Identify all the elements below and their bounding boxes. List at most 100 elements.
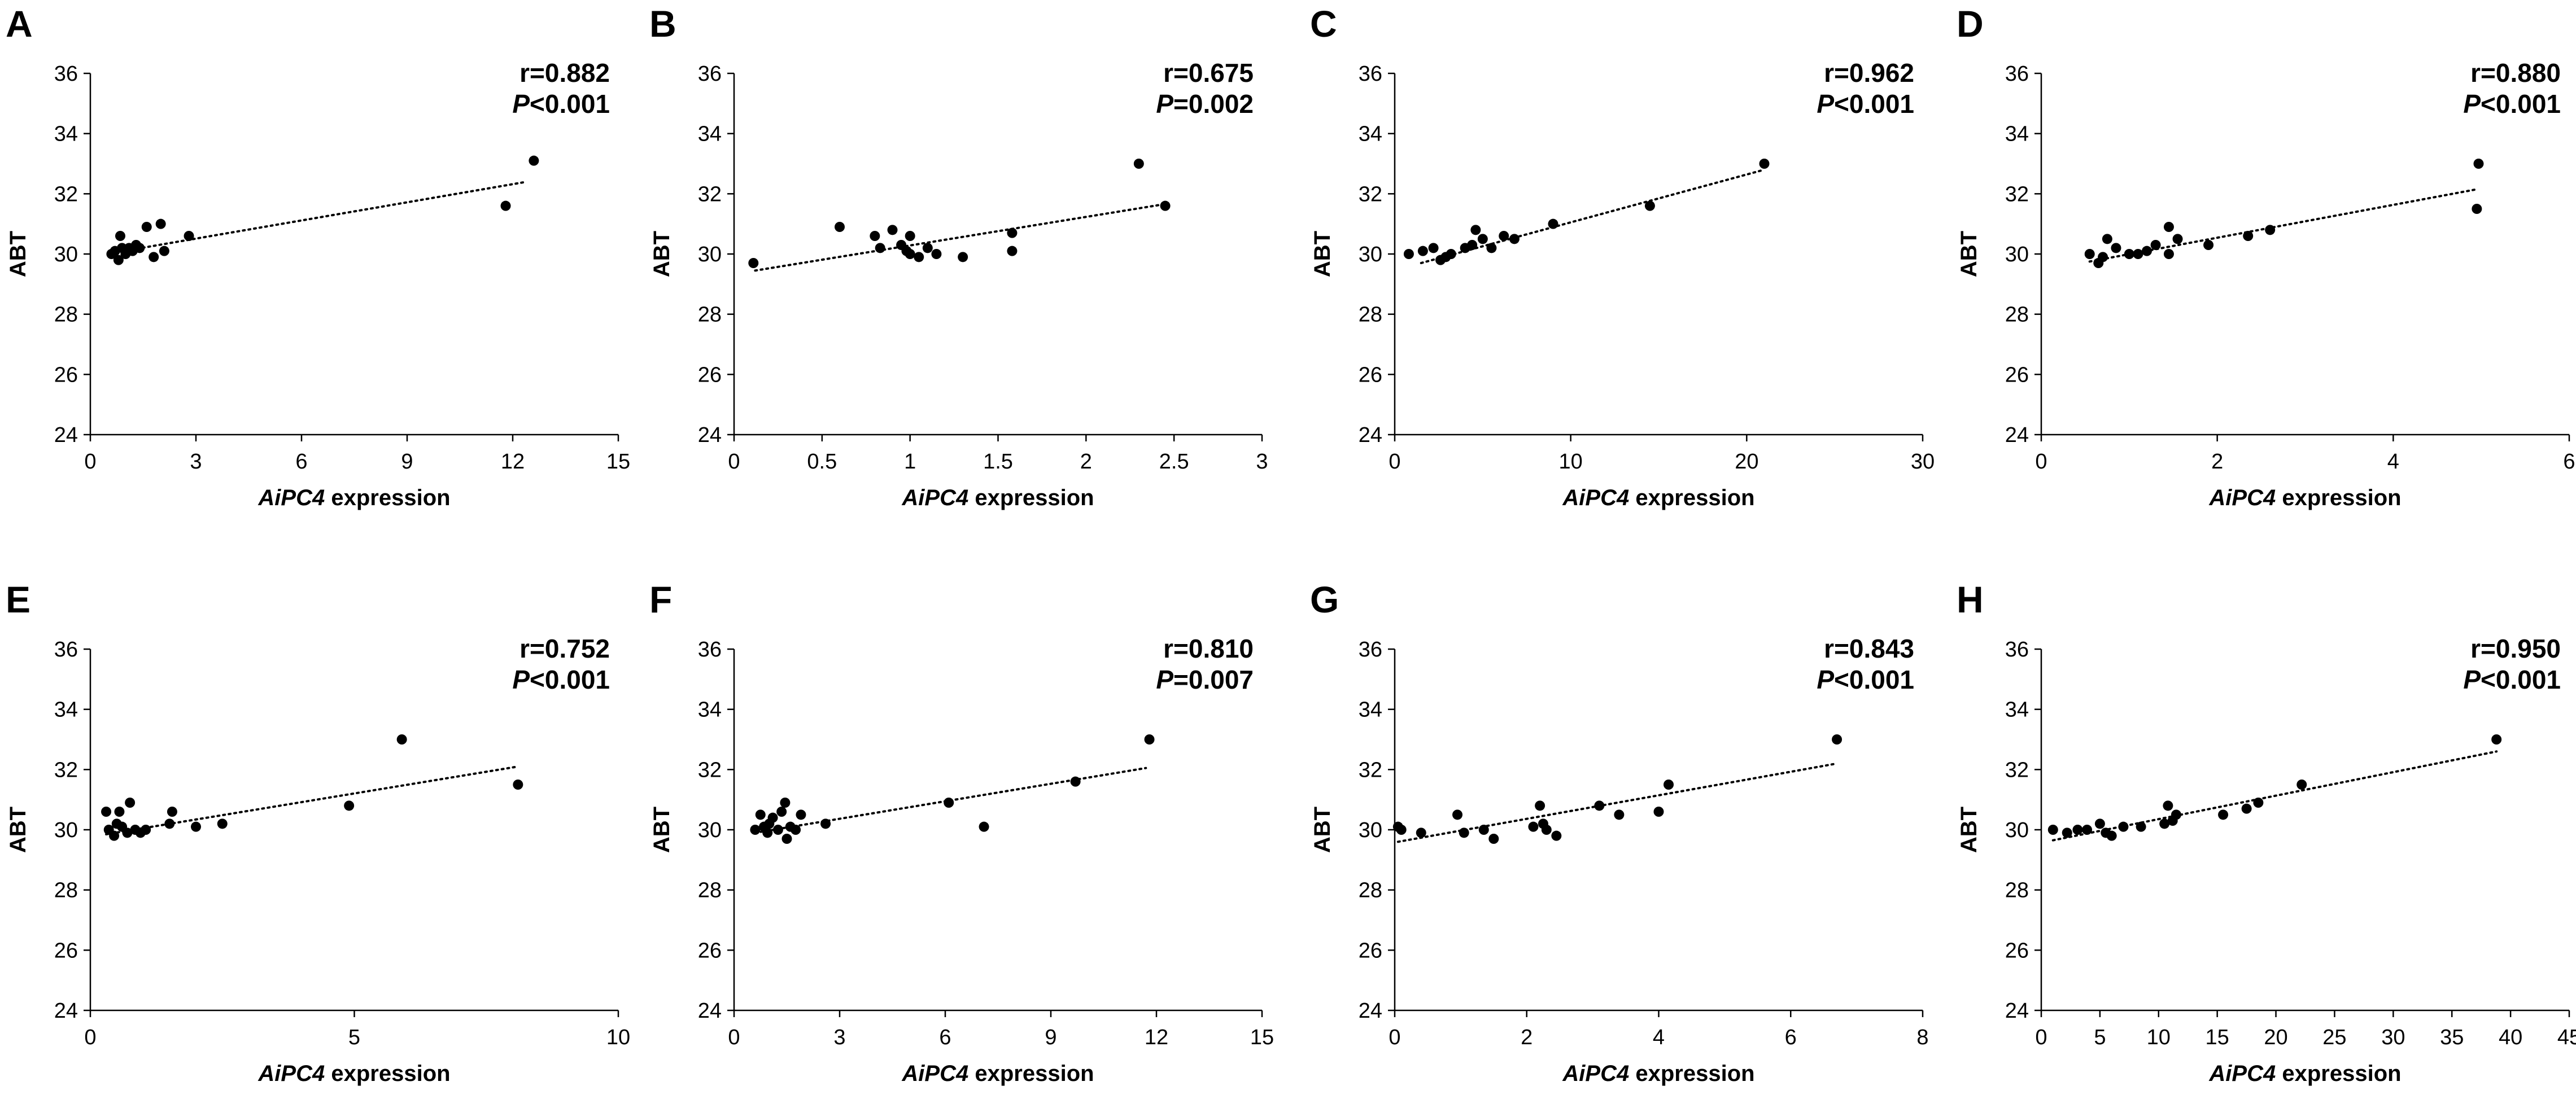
panel-g-point-2 [1396, 825, 1407, 835]
panel-h-point-14 [2218, 809, 2229, 820]
panel-a-point-12 [149, 252, 159, 262]
panel-b-point-16 [1133, 159, 1144, 169]
panel-f-x-tick-label: 12 [1145, 1026, 1168, 1049]
panel-b-y-tick-label: 36 [698, 62, 722, 86]
panel-g-p-value: P<0.001 [1817, 665, 1914, 694]
panel-e-x-axis-label: AiPC4 expression [257, 1061, 450, 1086]
panel-d-point-4 [2102, 234, 2112, 244]
panel-a-y-tick-label: 30 [54, 243, 78, 266]
panel-b-x-axis-label-rest: expression [968, 485, 1094, 510]
panel-c-p-symbol: P [1817, 89, 1834, 119]
panel-c-y-tick-label: 34 [1359, 122, 1382, 146]
panel-h-x-tick-label: 5 [2094, 1026, 2106, 1049]
panel-b-y-tick-label: 28 [698, 303, 722, 327]
panel-h-x-tick-label: 15 [2206, 1026, 2229, 1049]
panel-f-p-symbol: P [1156, 665, 1173, 694]
panel-a-point-13 [155, 218, 166, 229]
panel-c-point-9 [1470, 225, 1481, 235]
panel-e-p-symbol: P [512, 665, 530, 694]
panel-g-point-3 [1416, 827, 1426, 838]
panel-g-point-5 [1459, 827, 1469, 838]
panel-e-p-number: <0.001 [530, 665, 610, 694]
panel-c-x-tick-label: 20 [1735, 450, 1758, 474]
panel-h: H 24 26 28 30 32 34 36 0 5 10 15 20 25 30 35 40 45 ABT AiPC… [1957, 579, 2576, 1086]
panel-f-y-tick-label: 32 [698, 758, 722, 782]
panel-b-r-value: r=0.675 [1163, 58, 1254, 87]
panel-b-point-4 [875, 243, 885, 253]
panel-a-p-value: P<0.001 [512, 89, 610, 119]
panel-c-point-6 [1446, 249, 1456, 259]
panel-f-point-2 [755, 809, 766, 820]
panel-a-point-17 [529, 155, 539, 166]
panel-a-y-axis-label: ABT [6, 231, 30, 277]
panel-h-y-tick-label: 28 [2005, 879, 2029, 903]
panel-f-x-tick-label: 6 [939, 1026, 951, 1049]
panel-d-r-value: r=0.880 [2470, 58, 2561, 87]
panel-d-x-axis-label: AiPC4 expression [2208, 485, 2401, 510]
panel-b-y-axis-label: ABT [649, 231, 674, 277]
panel-h-x-tick-label: 25 [2322, 1026, 2346, 1049]
panel-d-y-tick-label: 24 [2005, 423, 2029, 447]
panel-g-x-axis-label-rest: expression [1629, 1061, 1754, 1086]
panel-h-x-tick-label: 10 [2147, 1026, 2171, 1049]
panel-c-point-13 [1509, 234, 1520, 244]
panel-e-point-1 [101, 807, 112, 817]
panel-g-p-number: <0.001 [1834, 665, 1914, 694]
panel-g-point-12 [1551, 830, 1562, 841]
panel-g-x-tick-label: 2 [1521, 1026, 1532, 1049]
panel-h-point-13 [2171, 809, 2181, 820]
panel-d-point-3 [2098, 252, 2108, 262]
panel-c-y-tick-label: 32 [1359, 182, 1382, 206]
panel-e-point-12 [164, 818, 175, 829]
panel-a-trendline [113, 181, 528, 254]
panel-c: C 24 26 28 30 32 34 36 0 10 20 30 ABT AiPC4 expressio… [1310, 3, 1935, 510]
panel-g-point-13 [1594, 800, 1605, 811]
panel-a-point-16 [500, 200, 511, 211]
panel-h-letter: H [1957, 579, 1984, 620]
panel-h-x-axis-label-rest: expression [2276, 1061, 2401, 1086]
panel-g-x-tick-label: 4 [1653, 1026, 1665, 1049]
panel-a-x-tick-label: 0 [84, 450, 96, 474]
panel-c-point-16 [1759, 159, 1770, 169]
panel-h-point-7 [2106, 830, 2117, 841]
panel-d-y-tick-label: 26 [2005, 363, 2029, 387]
panel-c-y-tick-label: 30 [1359, 243, 1382, 266]
panel-f-point-6 [767, 812, 778, 823]
panel-a-y-tick-label: 28 [54, 303, 78, 327]
panel-d-y-tick-label: 36 [2005, 62, 2029, 86]
panel-b-point-12 [931, 249, 942, 259]
panel-h-x-tick-label: 35 [2440, 1026, 2464, 1049]
panel-c-x-tick-label: 0 [1389, 450, 1400, 474]
panel-a-x-tick-label: 9 [401, 450, 413, 474]
panel-h-point-17 [2296, 780, 2307, 790]
panel-a-x-tick-label: 15 [606, 450, 630, 474]
panel-d-y-tick-label: 34 [2005, 122, 2029, 146]
panel-c-trendline [1420, 168, 1766, 264]
panel-d-point-16 [2472, 204, 2482, 214]
panel-d-trendline [2088, 188, 2478, 263]
panel-a-y-tick-label: 24 [54, 423, 78, 447]
panel-f-y-tick-label: 30 [698, 818, 722, 842]
panel-a-point-14 [159, 246, 169, 256]
panel-b-point-15 [1007, 227, 1018, 238]
panel-b-point-8 [905, 231, 915, 241]
panel-c-point-3 [1428, 243, 1439, 253]
panel-c-point-8 [1467, 240, 1478, 250]
panel-g-point-8 [1528, 821, 1539, 832]
panel-e-x-tick-label: 0 [84, 1026, 96, 1049]
panel-a-y-tick-label: 34 [54, 122, 78, 146]
panel-g-y-axis-label: ABT [1310, 807, 1335, 853]
panel-g-y-tick-label: 30 [1359, 818, 1382, 842]
panel-g-p-symbol: P [1817, 665, 1834, 694]
panel-d-x-tick-label: 0 [2035, 450, 2047, 474]
panel-d-y-tick-label: 30 [2005, 243, 2029, 266]
panel-h-y-axis-label: ABT [1957, 807, 1981, 853]
panel-f-x-axis-label-rest: expression [968, 1061, 1094, 1086]
panel-f-y-tick-label: 36 [698, 638, 722, 662]
panel-a-y-tick-label: 26 [54, 363, 78, 387]
panel-e-point-16 [344, 800, 355, 811]
panel-e-point-18 [513, 780, 523, 790]
panel-e-point-8 [125, 798, 136, 808]
panel-c-x-tick-label: 30 [1911, 450, 1935, 474]
